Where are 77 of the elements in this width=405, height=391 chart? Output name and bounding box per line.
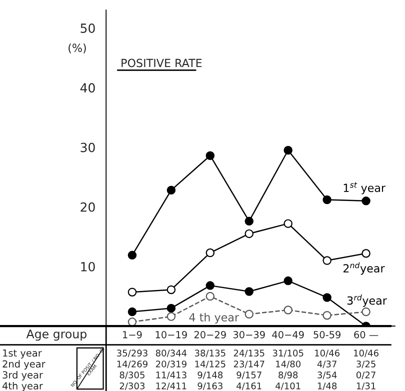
point (206, 151, 215, 160)
text: 3rd year (2, 371, 43, 380)
y-axis-title: (%) (68, 43, 86, 54)
text: 12/411 (156, 382, 186, 390)
x-tick-label: 40−49 (272, 331, 304, 338)
text: 23/147 (234, 360, 264, 368)
text: 38/135 (194, 350, 226, 358)
text: 8/305 (120, 372, 144, 380)
point (322, 310, 332, 320)
point (128, 250, 137, 260)
text: 14/269 (117, 360, 148, 368)
point (128, 288, 137, 296)
point (284, 276, 292, 286)
text: 1st year (3, 349, 42, 359)
text: 11/413 (156, 372, 186, 380)
text: 2/303 (120, 382, 145, 390)
text: 2nd year (2, 360, 46, 370)
text: 3/25 (356, 360, 376, 368)
text: 3/54 (318, 372, 337, 380)
point (362, 307, 370, 316)
x-tick-label: 60 — (354, 331, 378, 338)
point (322, 293, 332, 302)
x-tick-label: 10−19 (156, 331, 187, 338)
series-label: 3$^{rd}$year (347, 294, 387, 307)
text: 10/46 (315, 350, 340, 358)
x-axis-title: Age group (26, 330, 86, 341)
point (362, 248, 370, 258)
text: 10/46 (354, 350, 378, 358)
point (166, 285, 176, 294)
x-tick-label: 1−9 (123, 331, 142, 338)
text: 1/31 (356, 382, 376, 390)
point (284, 219, 292, 228)
text: 9/163 (198, 382, 222, 390)
text: 8/98 (278, 372, 298, 380)
point (284, 306, 292, 314)
point (206, 292, 215, 301)
text: 14/80 (276, 360, 301, 368)
point (166, 186, 176, 195)
y-tick-label: 30 (80, 142, 95, 152)
point (166, 312, 176, 321)
text: 4/161 (236, 382, 262, 390)
text: 1/48 (318, 382, 337, 390)
point (206, 248, 215, 258)
text: POSITIVE RATE (122, 58, 202, 68)
point (322, 195, 332, 204)
x-tick-label: 50-59 (314, 331, 341, 338)
point (244, 229, 254, 238)
point (128, 307, 137, 316)
point (284, 146, 292, 155)
x-tick-label: 30−39 (233, 331, 265, 338)
y-tick-label: 10 (81, 262, 95, 272)
point (244, 216, 254, 226)
text: 80/344 (156, 350, 187, 358)
series-label: 2$^{nd}$year (343, 262, 385, 275)
text: 24/135 (234, 350, 264, 358)
point (244, 310, 254, 319)
text: 35/293 (117, 350, 148, 358)
text: 14/125 (195, 360, 226, 368)
text: 4/37 (317, 360, 336, 368)
point (206, 281, 215, 290)
point (322, 256, 332, 265)
text: 4th year (2, 382, 43, 391)
point (166, 304, 176, 313)
text: 9/148 (198, 372, 223, 380)
point (362, 196, 370, 206)
text: 20/319 (156, 360, 186, 368)
series-label: 1$^{st}$ year (344, 182, 386, 194)
y-tick-label: 50 (80, 24, 95, 33)
text: 9/157 (236, 372, 262, 380)
point (244, 287, 254, 296)
series-label: 4 th year (189, 312, 240, 324)
text: 0/27 (356, 372, 376, 380)
y-tick-label: 20 (80, 202, 95, 212)
text: 4/101 (276, 382, 300, 390)
text: 31/105 (272, 350, 304, 358)
x-tick-label: 20−29 (194, 331, 226, 338)
y-tick-label: 40 (80, 83, 95, 93)
